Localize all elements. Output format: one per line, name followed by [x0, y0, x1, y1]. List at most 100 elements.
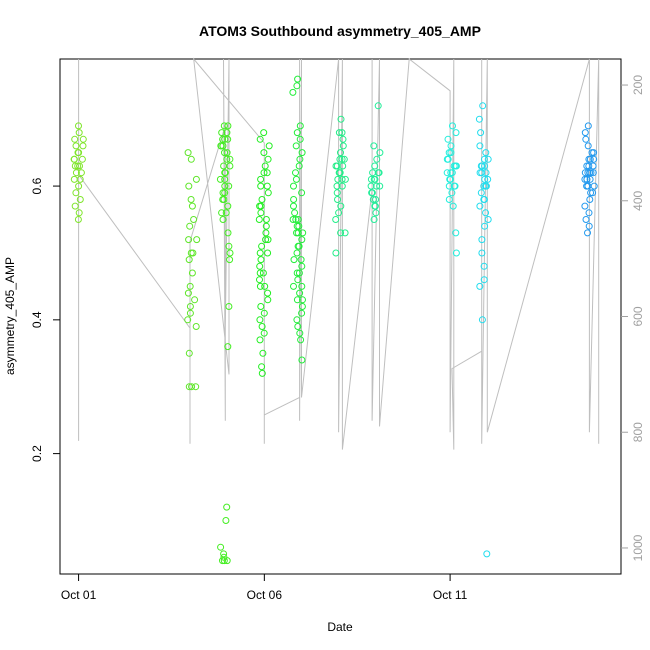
data-point [298, 309, 306, 317]
data-point [187, 196, 195, 203]
data-point [264, 155, 272, 163]
data-point [260, 149, 268, 157]
data-point [223, 129, 231, 137]
data-point [335, 209, 343, 217]
data-point [219, 216, 227, 223]
data-point [222, 209, 230, 217]
data-point [77, 169, 85, 177]
data-point [186, 303, 194, 310]
data-point [581, 175, 589, 183]
data-point [373, 155, 381, 163]
data-point [367, 182, 375, 190]
data-point [75, 182, 83, 190]
data-point [259, 269, 267, 277]
data-point [75, 129, 83, 137]
data-point [371, 162, 379, 170]
data-point [192, 383, 200, 391]
data-point [338, 129, 346, 137]
data-point [337, 149, 344, 157]
data-point [186, 282, 194, 290]
data-point [376, 182, 384, 190]
data-point [586, 196, 594, 203]
data-point [447, 149, 455, 157]
data-point [586, 155, 594, 163]
data-point [582, 216, 590, 223]
data-point [290, 202, 297, 210]
data-point [298, 356, 306, 364]
data-point [75, 209, 83, 217]
data-point [338, 182, 346, 190]
data-point [218, 209, 226, 217]
data-point [79, 142, 87, 150]
data-point [290, 196, 298, 203]
data-point [480, 196, 488, 203]
data-point [259, 349, 267, 357]
data-point [219, 189, 227, 197]
data-point [189, 249, 197, 257]
data-point [294, 216, 302, 223]
data-point [482, 149, 490, 157]
data-point [295, 269, 303, 277]
data-point [476, 142, 484, 150]
x-tick-label: Oct 06 [247, 588, 283, 602]
data-point [225, 182, 233, 190]
data-point [258, 369, 266, 377]
data-point [188, 269, 196, 277]
data-point [341, 229, 349, 237]
data-point [296, 155, 304, 163]
data-point [587, 189, 595, 197]
data-point [476, 202, 484, 210]
data-point [71, 135, 79, 143]
data-point [585, 222, 593, 230]
data-point [481, 222, 489, 230]
data-point [219, 142, 227, 150]
data-point [372, 209, 380, 217]
y-tick-label: 0.6 [30, 177, 44, 194]
data-point [219, 135, 227, 143]
data-point [289, 216, 297, 223]
data-point [451, 182, 459, 190]
data-point [336, 155, 344, 163]
data-point [184, 149, 192, 157]
data-point [192, 323, 200, 330]
data-point [476, 282, 484, 290]
data-point [256, 316, 264, 324]
data-point [480, 262, 488, 270]
data-point [448, 189, 456, 197]
data-point [290, 182, 297, 190]
data-point [295, 242, 303, 250]
data-point [296, 135, 304, 143]
data-point [333, 182, 341, 190]
data-point [447, 169, 455, 177]
data-point [478, 236, 486, 244]
data-point [263, 182, 271, 190]
x-tick-label: Oct 01 [61, 588, 97, 602]
data-point [480, 276, 488, 284]
data-point [257, 202, 265, 210]
data-point [584, 122, 592, 130]
data-point [260, 329, 268, 337]
data-point [225, 242, 233, 250]
data-point [188, 202, 196, 210]
data-point [264, 296, 272, 304]
data-point [224, 229, 232, 237]
data-point [339, 135, 347, 143]
data-point [585, 162, 593, 170]
data-point [446, 175, 454, 183]
data-point [257, 256, 265, 264]
data-point [298, 262, 306, 270]
data-point [72, 189, 80, 197]
data-point [293, 249, 301, 257]
data-point [188, 383, 196, 391]
data-point [341, 175, 349, 183]
depth-trace-line [78, 57, 600, 450]
data-point [298, 282, 306, 290]
data-point [444, 135, 452, 143]
data-point [221, 182, 229, 190]
data-point [586, 175, 594, 183]
data-point [479, 102, 487, 110]
data-point [372, 196, 380, 203]
data-point [224, 122, 232, 130]
data-point [333, 162, 341, 170]
